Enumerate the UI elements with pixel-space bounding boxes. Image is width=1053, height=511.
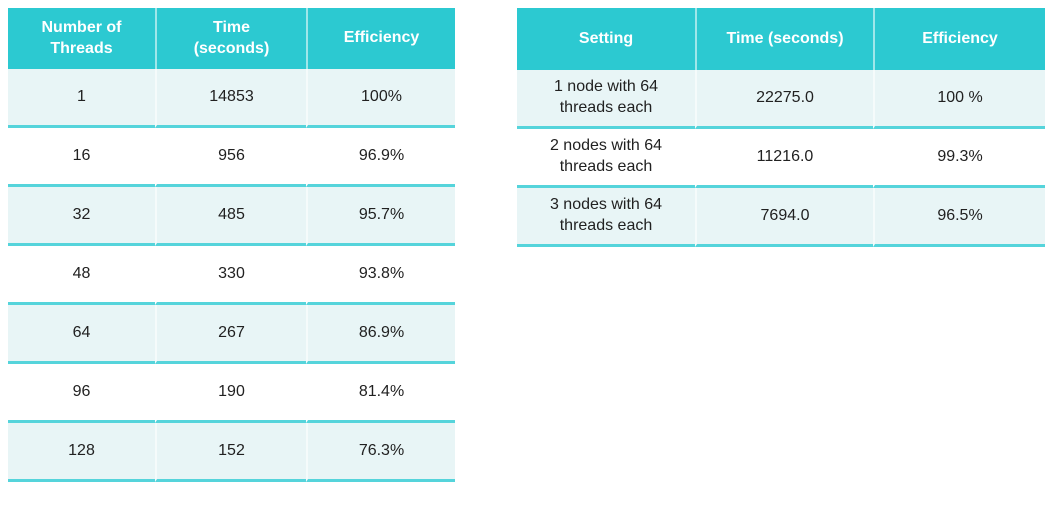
table-row: 2 nodes with 64 threads each 11216.0 99.… bbox=[517, 129, 1045, 188]
data-cell: 14853 bbox=[155, 69, 306, 128]
data-cell: 1 bbox=[8, 69, 155, 128]
data-cell: 330 bbox=[155, 246, 306, 305]
data-cell: 190 bbox=[155, 364, 306, 423]
header-cell-efficiency: Efficiency bbox=[873, 8, 1045, 70]
data-cell: 48 bbox=[8, 246, 155, 305]
header-row: Number of Threads Time (seconds) Efficie… bbox=[8, 8, 455, 69]
header-cell-efficiency: Efficiency bbox=[306, 8, 455, 69]
data-cell: 485 bbox=[155, 187, 306, 246]
header-cell-time-seconds: Time (seconds) bbox=[695, 8, 873, 70]
table-row: 16 956 96.9% bbox=[8, 128, 455, 187]
data-cell: 16 bbox=[8, 128, 155, 187]
data-cell: 32 bbox=[8, 187, 155, 246]
data-cell: 1 node with 64 threads each bbox=[517, 70, 695, 129]
data-cell: 152 bbox=[155, 423, 306, 482]
data-cell: 7694.0 bbox=[695, 188, 873, 247]
data-cell: 96 bbox=[8, 364, 155, 423]
table-row: 96 190 81.4% bbox=[8, 364, 455, 423]
data-cell: 96.5% bbox=[873, 188, 1045, 247]
data-cell: 956 bbox=[155, 128, 306, 187]
data-cell: 86.9% bbox=[306, 305, 455, 364]
data-cell: 267 bbox=[155, 305, 306, 364]
data-cell: 76.3% bbox=[306, 423, 455, 482]
data-cell: 100 % bbox=[873, 70, 1045, 129]
nodes-efficiency-table: Setting Time (seconds) Efficiency 1 node… bbox=[517, 8, 1045, 247]
table-row: 32 485 95.7% bbox=[8, 187, 455, 246]
data-cell: 93.8% bbox=[306, 246, 455, 305]
data-cell: 64 bbox=[8, 305, 155, 364]
data-cell: 2 nodes with 64 threads each bbox=[517, 129, 695, 188]
table-row: 1 14853 100% bbox=[8, 69, 455, 128]
data-cell: 81.4% bbox=[306, 364, 455, 423]
data-cell: 22275.0 bbox=[695, 70, 873, 129]
table-row: 1 node with 64 threads each 22275.0 100 … bbox=[517, 70, 1045, 129]
table-row: 3 nodes with 64 threads each 7694.0 96.5… bbox=[517, 188, 1045, 247]
data-cell: 95.7% bbox=[306, 187, 455, 246]
header-cell-time-seconds: Time (seconds) bbox=[155, 8, 306, 69]
header-cell-number-of-threads: Number of Threads bbox=[8, 8, 155, 69]
threads-efficiency-table: Number of Threads Time (seconds) Efficie… bbox=[8, 8, 455, 482]
table-row: 128 152 76.3% bbox=[8, 423, 455, 482]
table-row: 48 330 93.8% bbox=[8, 246, 455, 305]
table-row: 64 267 86.9% bbox=[8, 305, 455, 364]
data-cell: 128 bbox=[8, 423, 155, 482]
data-cell: 99.3% bbox=[873, 129, 1045, 188]
header-cell-setting: Setting bbox=[517, 8, 695, 70]
header-row: Setting Time (seconds) Efficiency bbox=[517, 8, 1045, 70]
data-cell: 100% bbox=[306, 69, 455, 128]
data-cell: 11216.0 bbox=[695, 129, 873, 188]
data-cell: 96.9% bbox=[306, 128, 455, 187]
data-cell: 3 nodes with 64 threads each bbox=[517, 188, 695, 247]
